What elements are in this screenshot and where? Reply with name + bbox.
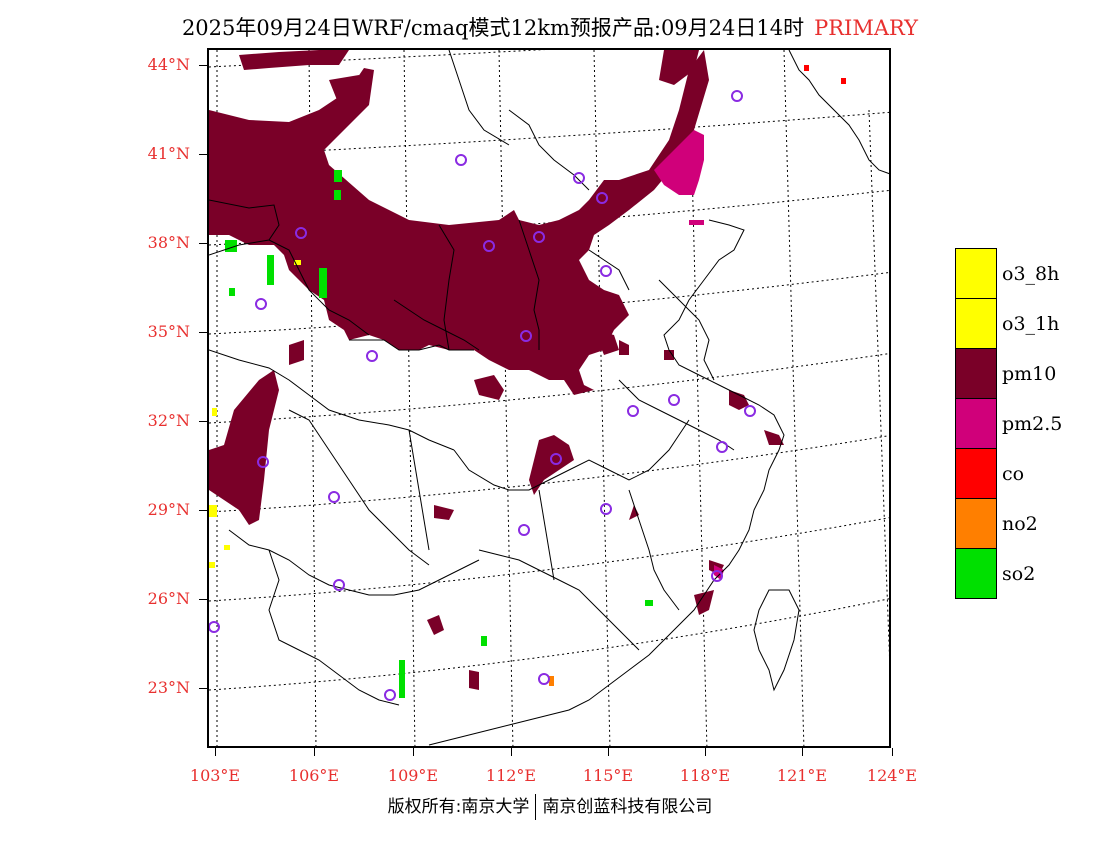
legend-label-pm10: pm10 — [1002, 363, 1057, 385]
lat-label-35: 35°N — [147, 322, 190, 341]
lat-tick — [199, 688, 207, 689]
lon-tick — [802, 748, 803, 756]
map-svg — [209, 50, 889, 746]
lat-tick — [199, 599, 207, 600]
lon-label-109: 109°E — [387, 766, 439, 785]
legend-label-o3-8h: o3_8h — [1002, 263, 1060, 285]
lon-tick — [892, 748, 893, 756]
pm10-regions — [209, 50, 784, 690]
legend-label-no2: no2 — [1002, 513, 1038, 535]
so2-regions — [225, 170, 653, 698]
no2-regions — [549, 676, 554, 686]
lon-label-118: 118°E — [679, 766, 731, 785]
o3-regions — [209, 260, 301, 568]
lat-tick — [199, 154, 207, 155]
footer-right: 南京创蓝科技有限公司 — [542, 797, 713, 817]
lat-label-32: 32°N — [147, 411, 190, 430]
lat-tick — [199, 421, 207, 422]
legend-label-co: co — [1002, 463, 1025, 485]
lat-label-23: 23°N — [147, 678, 190, 697]
legend — [955, 248, 997, 599]
lon-tick — [511, 748, 512, 756]
province-boundaries — [209, 50, 735, 706]
legend-swatch-so2 — [955, 549, 997, 599]
lon-label-115: 115°E — [582, 766, 634, 785]
copyright-footer: 版权所有:南京大学 南京创蓝科技有限公司 — [0, 792, 1100, 820]
co-regions — [804, 65, 846, 84]
legend-swatch-pm10 — [955, 349, 997, 399]
legend-label-so2: so2 — [1002, 563, 1036, 585]
legend-swatch-no2 — [955, 499, 997, 549]
lon-label-103: 103°E — [189, 766, 241, 785]
lat-label-38: 38°N — [147, 233, 190, 252]
lon-label-106: 106°E — [288, 766, 340, 785]
footer-left: 版权所有:南京大学 — [387, 797, 530, 817]
lat-tick — [199, 510, 207, 511]
station-markers — [209, 90, 756, 701]
coastline — [428, 50, 889, 746]
lon-tick — [413, 748, 414, 756]
legend-swatch-o3-8h — [955, 248, 997, 299]
lat-tick — [199, 332, 207, 333]
title-text: 2025年09月24日WRF/cmaq模式12km预报产品:09月24日14时 — [181, 16, 805, 40]
lat-label-41: 41°N — [147, 144, 190, 163]
lat-label-26: 26°N — [147, 589, 190, 608]
legend-swatch-co — [955, 449, 997, 499]
legend-swatch-o3-1h — [955, 299, 997, 349]
footer-separator — [535, 794, 537, 820]
legend-label-pm25: pm2.5 — [1002, 413, 1063, 435]
legend-swatch-pm25 — [955, 399, 997, 449]
lon-tick — [314, 748, 315, 756]
title-variable: PRIMARY — [814, 16, 919, 40]
map-panel[interactable] — [207, 48, 891, 748]
lat-tick — [199, 243, 207, 244]
lat-label-29: 29°N — [147, 500, 190, 519]
lon-label-124: 124°E — [866, 766, 918, 785]
legend-label-o3-1h: o3_1h — [1002, 313, 1060, 335]
lon-tick — [215, 748, 216, 756]
lon-tick — [608, 748, 609, 756]
lon-tick — [705, 748, 706, 756]
lat-tick — [199, 65, 207, 66]
lon-label-112: 112°E — [485, 766, 537, 785]
lon-label-121: 121°E — [776, 766, 828, 785]
map-title: 2025年09月24日WRF/cmaq模式12km预报产品:09月24日14时 P… — [0, 12, 1100, 42]
lat-label-44: 44°N — [147, 55, 190, 74]
